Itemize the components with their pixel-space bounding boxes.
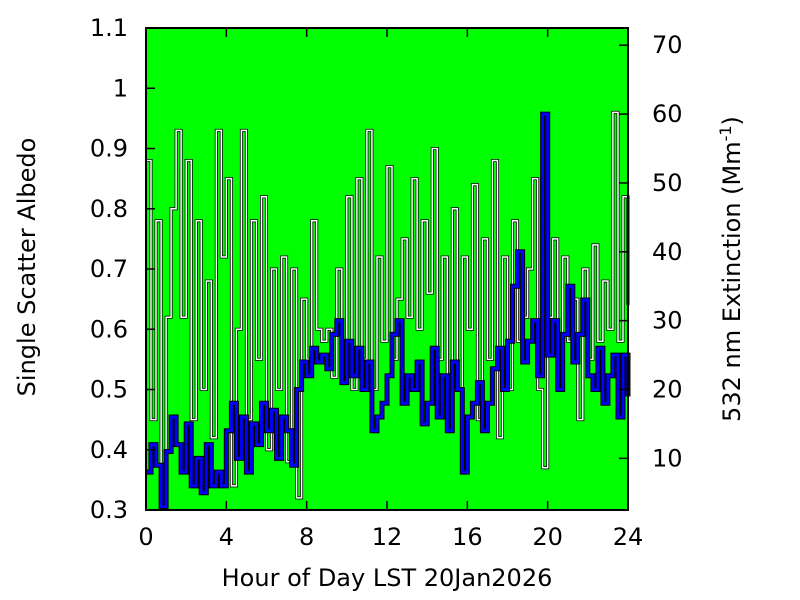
y2-axis-title-suffix: ) [718,116,746,125]
y-tick-label: 0.5 [90,376,128,404]
y-tick-label: 0.3 [90,496,128,524]
x-tick-label: 4 [219,523,234,551]
extinction-series-line [146,112,630,509]
y2-axis-title: 532 nm Extinction (Mm-1) [716,116,746,422]
y2-axis-title-prefix: 532 nm Extinction (Mm [718,141,746,422]
x-tick-label: 16 [452,523,483,551]
y-axis-title: Single Scatter Albedo [13,138,41,397]
x-tick-label: 8 [299,523,314,551]
y2-tick-label: 30 [652,307,683,335]
y2-axis-title-superscript: -1 [716,125,735,141]
x-tick-label: 12 [372,523,403,551]
y2-tick-label: 20 [652,376,683,404]
x-tick-label: 0 [138,523,153,551]
y-tick-label: 0.8 [90,195,128,223]
y2-tick-label: 70 [652,31,683,59]
y-tick-label: 0.7 [90,255,128,283]
x-tick-label: 24 [613,523,644,551]
ticks-layer: 0 4 8 12 16 20 24 0.3 0.4 0.5 0.6 0.7 0.8 0.9 1 1.1 10 20… [90,14,683,551]
x-axis-title: Hour of Day LST 20Jan2026 [222,564,553,592]
y-tick-label: 1 [113,74,128,102]
y-tick-label: 0.6 [90,315,128,343]
y2-tick-label: 60 [652,100,683,128]
y2-tick-label: 40 [652,238,683,266]
y2-tick-label: 50 [652,169,683,197]
y-tick-label: 1.1 [90,14,128,42]
y-tick-label: 0.9 [90,135,128,163]
y2-tick-label: 10 [652,444,683,472]
y-tick-label: 0.4 [90,436,128,464]
series-layer [146,110,631,510]
x-tick-label: 20 [532,523,563,551]
